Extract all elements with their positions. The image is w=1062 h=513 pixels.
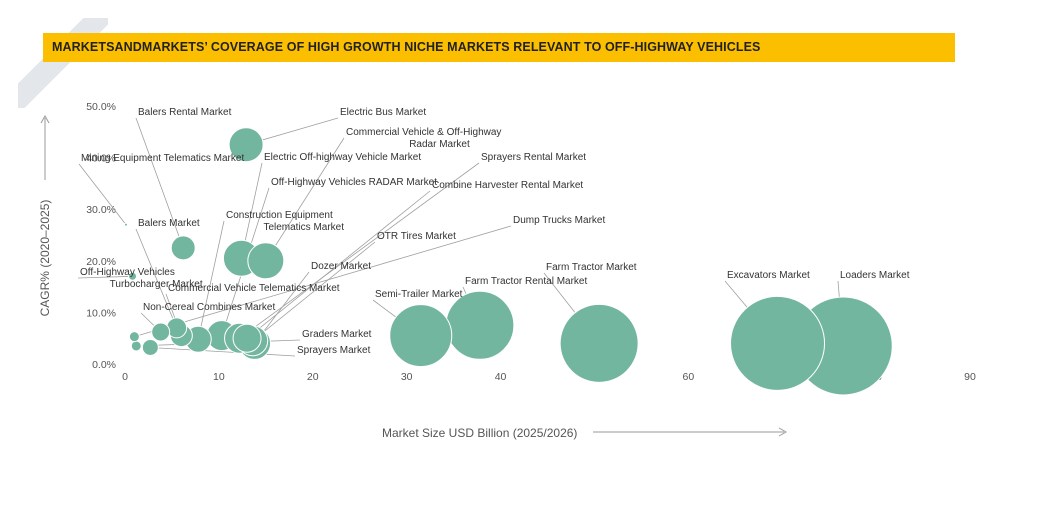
x-axis-arrow-head	[778, 427, 788, 437]
y-tick-label: 20.0%	[86, 256, 116, 268]
bubble	[559, 303, 639, 383]
bubble-label: Commercial Vehicle & Off-Highway Radar Ma…	[346, 127, 501, 150]
bubble-label: Electric Off-highway Vehicle Market	[264, 152, 421, 163]
y-tick-label: 50.0%	[86, 101, 116, 113]
x-tick-label: 0	[122, 371, 128, 383]
y-axis-title-group: CAGR% (2020–2025)	[38, 114, 52, 317]
bubble-label: Loaders Market	[840, 270, 910, 281]
bubble	[389, 304, 453, 368]
bubble-label: Semi-Trailer Market	[375, 289, 463, 300]
bubble-label: Sprayers Market	[297, 345, 371, 356]
bubble-label: Balers Rental Market	[138, 107, 232, 118]
bubble-label: Excavators Market	[727, 270, 810, 281]
y-axis-arrow-head	[40, 114, 50, 124]
leader-line	[197, 220, 225, 340]
bubble	[170, 235, 196, 261]
bubble-label: Commercial Vehicle Telematics Market	[168, 283, 340, 294]
bubble-label: OTR Tires Market	[377, 231, 456, 242]
y-tick-label: 0.0%	[92, 359, 116, 371]
x-tick-label: 10	[213, 371, 225, 383]
bubble	[445, 290, 515, 360]
bubble	[141, 338, 159, 356]
leader-line	[252, 241, 376, 342]
bubbles	[123, 127, 893, 396]
bubble-label: Off-Highway Vehicles RADAR Market	[271, 177, 437, 188]
bubble	[130, 340, 142, 352]
bubble-label: Electric Bus Market	[340, 107, 426, 118]
leader-line	[150, 347, 296, 357]
bubble	[128, 271, 138, 281]
bubble-label: Off-Highway Vehicles Turbocharger Market	[80, 267, 203, 290]
bubble	[730, 295, 826, 391]
y-tick-label: 40.0%	[86, 153, 116, 165]
leader-line	[239, 162, 480, 339]
leader-line	[135, 117, 184, 249]
bubble-label: Sprayers Rental Market	[481, 152, 586, 163]
bubble-label: Graders Market	[302, 329, 372, 340]
y-tick-label: 30.0%	[86, 204, 116, 216]
title-banner: MARKETSANDMARKETS’ COVERAGE OF HIGH GROW…	[43, 33, 955, 62]
bubble-label: Farm Tractor Market	[546, 262, 637, 273]
bubble-label: Non-Cereal Combines Market	[143, 302, 275, 313]
bubble-label: Mining Equipment Telematics Market	[81, 153, 244, 164]
bubble	[128, 331, 140, 343]
bubble-label: Dump Trucks Market	[513, 215, 605, 226]
y-tick-label: 10.0%	[86, 307, 116, 319]
bubble	[232, 323, 262, 353]
bubble	[123, 222, 128, 227]
bubble-label: Farm Tractor Rental Market	[465, 276, 587, 287]
x-axis-title-group: Market Size USD Billion (2025/2026)	[382, 426, 788, 440]
leader-line	[134, 225, 512, 338]
leader-line	[265, 137, 345, 262]
bubble-label: Construction Equipment Telematics Market	[226, 210, 344, 233]
x-tick-label: 20	[307, 371, 319, 383]
x-axis-title: Market Size USD Billion (2025/2026)	[382, 426, 577, 440]
bubble-label: Dozer Market	[311, 261, 371, 272]
x-tick-label: 90	[964, 371, 976, 383]
chart-title: MARKETSANDMARKETS’ COVERAGE OF HIGH GROW…	[52, 40, 761, 54]
x-tick-label: 60	[682, 371, 694, 383]
bubble	[247, 242, 285, 280]
bubble-label: Combine Harvester Rental Market	[432, 180, 583, 191]
bubble-labels: Electric Bus Market Mining Equipment Tele…	[80, 107, 910, 356]
leader-line	[77, 275, 133, 279]
y-axis-title: CAGR% (2020–2025)	[38, 200, 52, 317]
bubble	[151, 322, 171, 342]
x-tick-label: 40	[495, 371, 507, 383]
leader-line	[78, 163, 127, 225]
x-tick-label: 30	[401, 371, 413, 383]
bubble-label: Balers Market	[138, 218, 200, 229]
leader-line	[135, 228, 178, 329]
bubble	[228, 127, 264, 163]
